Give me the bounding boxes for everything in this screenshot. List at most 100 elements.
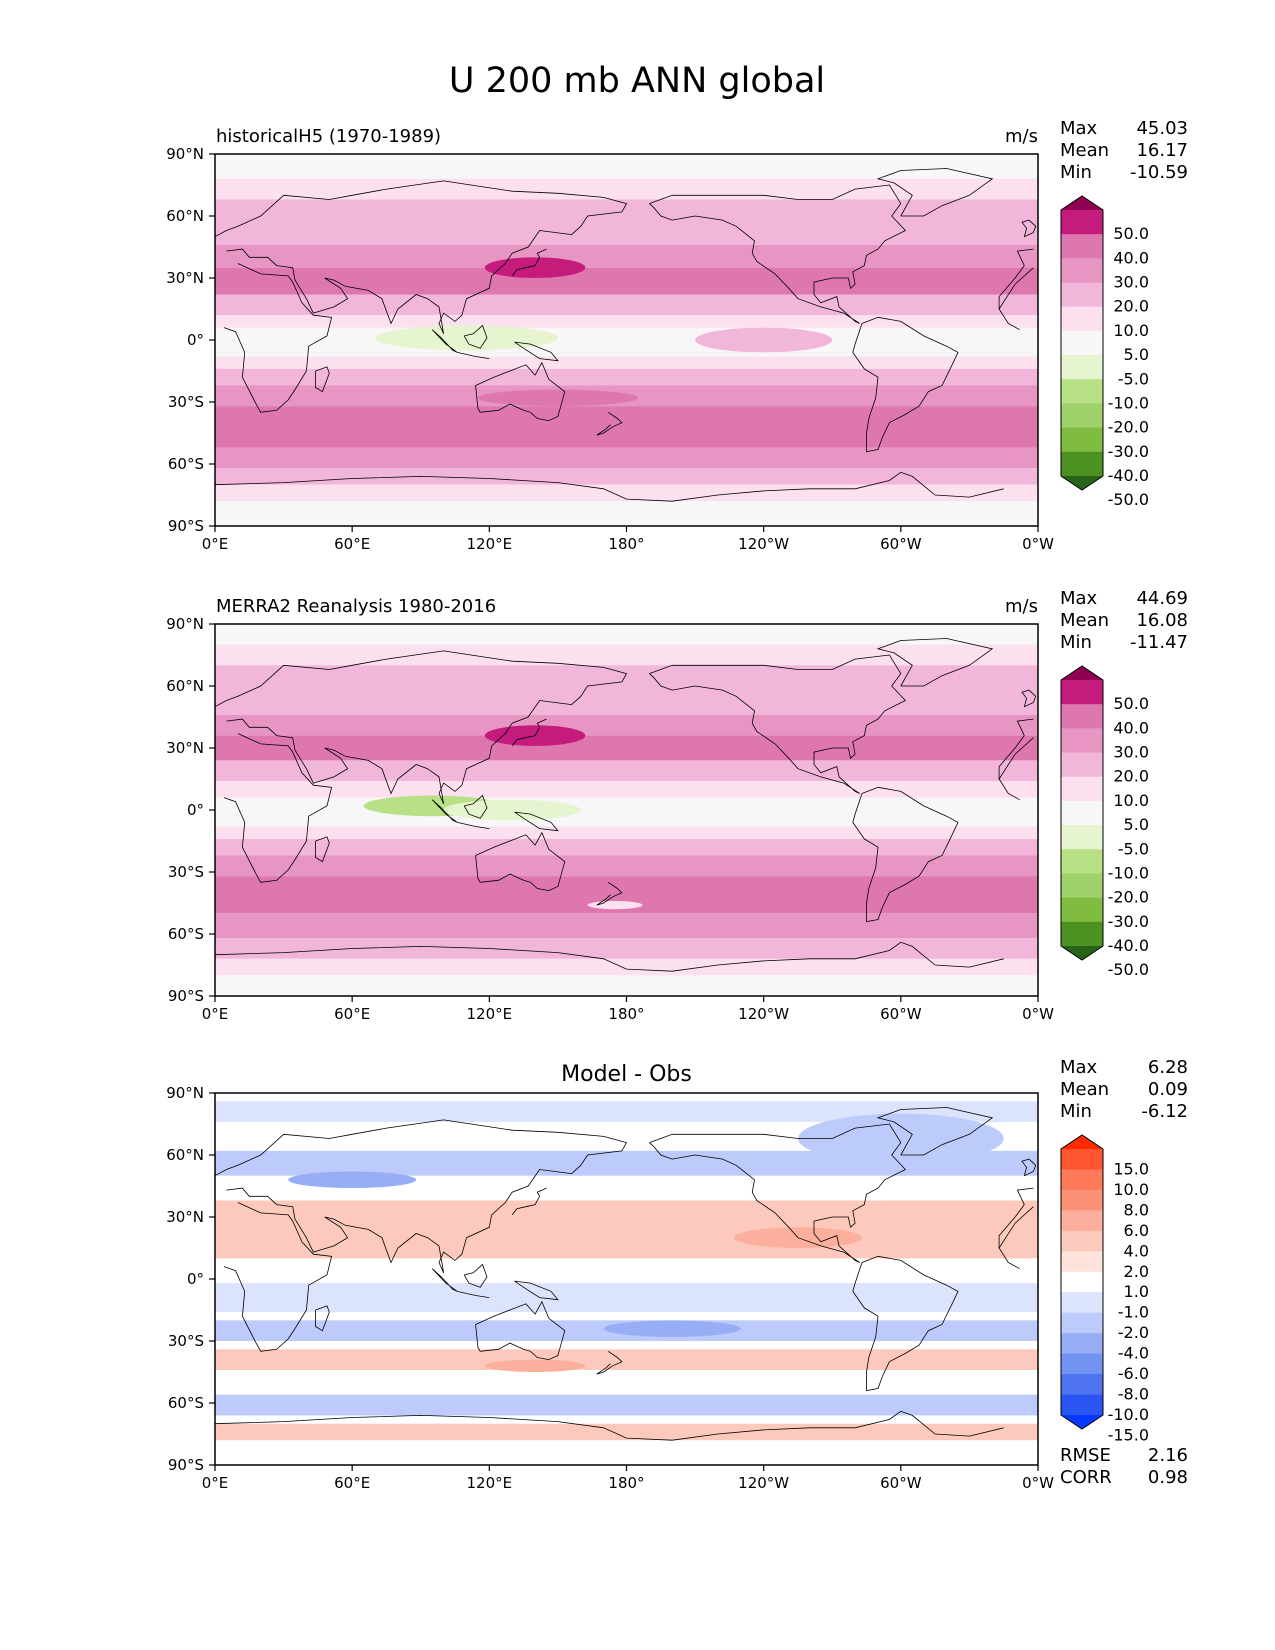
coastline [998,1204,1025,1270]
colorbar-label: -10.0 [1108,1405,1149,1424]
colorbar-segment [1061,1169,1103,1191]
colorbar-segment [1061,897,1103,923]
y-tick-label: 0° [187,1270,204,1288]
coastline [998,737,1034,780]
field-anomaly [484,257,586,278]
coastline [463,324,488,349]
coastline [215,1119,628,1273]
coastline [1016,248,1034,266]
rmse-label: RMSE [1060,1445,1111,1466]
panel-title: historicalH5 (1970-1989) [216,126,441,147]
stat-min-value: -6.12 [1141,1101,1188,1122]
stat-min-label: Min [1060,162,1092,183]
stat-max-label: Max [1060,588,1098,609]
colorbar-outline [1060,665,1104,961]
colorbar-extend-bottom [1061,946,1103,960]
x-tick-label: 0°E [202,1474,229,1492]
colorbar-segment [1061,1271,1103,1293]
colorbar-segment [1061,1333,1103,1355]
field-band [215,447,1038,469]
field-anomaly [695,327,833,353]
colorbar-label: 30.0 [1113,743,1149,762]
coastline [215,1410,1004,1441]
colorbar-segment [1061,1149,1103,1170]
stat-min-value: -11.47 [1130,632,1188,653]
coastline [649,654,907,794]
y-tick-label: 90°S [168,517,204,535]
colorbar-extend-top [1061,196,1103,210]
field-band [215,267,1038,295]
colorbar-segment [1061,379,1103,404]
field-band [215,781,1038,798]
coastline [596,881,623,906]
field-band [215,855,1038,877]
coastline [315,836,330,863]
colorbar-extend-bottom [1061,1415,1103,1429]
field-band [215,1349,1038,1370]
coastline [475,361,566,422]
panel-title: MERRA2 Reanalysis 1980-2016 [216,596,496,617]
x-tick-label: 0°W [1022,1005,1054,1023]
colorbar-label: -30.0 [1108,442,1149,461]
coastline [876,168,994,217]
coastline [215,941,1004,972]
colorbar-label: -6.0 [1118,1364,1149,1383]
coastline [223,263,333,413]
y-tick-label: 90°N [166,145,204,163]
field-band [215,294,1038,316]
coastline [876,638,994,687]
stat-mean-value: 16.17 [1136,140,1188,161]
coastline [315,1305,330,1332]
colorbar-label: 5.0 [1124,345,1149,364]
coastline [998,265,1025,331]
colorbar-label: 20.0 [1113,767,1149,786]
stat-mean-value: 16.08 [1136,610,1188,631]
colorbar-segment [1061,921,1103,947]
colorbar-segment [1061,427,1103,453]
x-tick-label: 60°E [334,1474,370,1492]
corr-value: 0.98 [1148,1467,1188,1488]
y-tick-label: 60°S [168,925,204,943]
map-panel-3: 90°N 60°N 30°N 0° 30°S 60°S 90°S0°E 60°E 120°E 18… [166,1057,1188,1492]
coastlines [215,1107,1037,1441]
colorbar-segment [1061,355,1103,380]
x-tick-label: 120°W [738,1474,789,1492]
field-band [215,913,1038,939]
colorbar-label: -2.0 [1118,1323,1149,1342]
field-anomaly [443,799,581,821]
field-anomaly [603,1320,741,1337]
y-tick-label: 30°S [168,863,204,881]
stat-min-label: Min [1060,632,1092,653]
field-band [215,958,1038,976]
coastline [457,352,490,359]
coastline [998,1206,1034,1249]
colorbar-segment [1061,1189,1103,1211]
x-tick-label: 180° [608,1474,644,1492]
y-tick-label: 0° [187,331,204,349]
y-tick-label: 90°N [166,1084,204,1102]
colorbar-label: 40.0 [1113,718,1149,737]
coastline [1021,689,1037,708]
field-band [215,327,1038,357]
field-anomaly [923,412,1038,442]
coastline [998,735,1025,801]
colorbar: 50.0 40.0 30.0 20.0 10.0 5.0 -5.0 -10.0 -20.0 -30… [1060,665,1149,979]
field-band [215,178,1038,200]
coastlines [215,638,1037,972]
x-tick-label: 60°E [334,1005,370,1023]
colorbar-outline [1060,195,1104,491]
field-band [215,797,1038,827]
colorbar-segment [1061,451,1103,477]
coastline [514,1280,559,1301]
colorbar-segment [1061,825,1103,850]
colorbar-segment [1061,704,1103,729]
colorbar-segment [1061,752,1103,778]
coastline [1016,1187,1034,1205]
coastline [223,1202,333,1352]
field-band [215,1283,1038,1313]
stat-max-value: 45.03 [1136,118,1188,139]
x-tick-label: 120°E [467,535,513,553]
field-band [215,714,1038,736]
field-layer [215,624,1038,996]
coastline [475,831,566,892]
